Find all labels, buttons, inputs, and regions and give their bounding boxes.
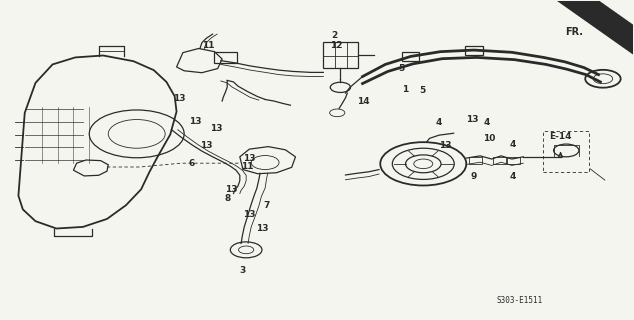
Text: 12: 12 (330, 41, 342, 51)
Text: 13: 13 (439, 141, 451, 150)
Text: 4: 4 (510, 140, 516, 149)
Text: FR.: FR. (565, 27, 583, 37)
Text: 11: 11 (202, 41, 214, 51)
Text: 6: 6 (189, 159, 195, 168)
Text: 5: 5 (419, 86, 425, 95)
Text: 14: 14 (357, 97, 370, 106)
Text: 13: 13 (256, 224, 268, 233)
Text: 1: 1 (403, 85, 409, 94)
Text: 9: 9 (470, 172, 477, 181)
Text: 5: 5 (398, 64, 404, 73)
Text: 4: 4 (436, 118, 443, 127)
Text: 13: 13 (243, 154, 256, 163)
Text: 2: 2 (332, 31, 338, 40)
Text: 13: 13 (243, 210, 256, 219)
Text: 11: 11 (241, 162, 254, 171)
Text: 7: 7 (263, 201, 269, 210)
Text: 13: 13 (466, 115, 478, 124)
Text: 13: 13 (209, 124, 222, 133)
Text: 4: 4 (510, 172, 516, 181)
Text: 13: 13 (190, 116, 202, 126)
Text: 13: 13 (225, 185, 238, 194)
Text: 13: 13 (200, 141, 212, 150)
Text: 3: 3 (240, 266, 246, 276)
Polygon shape (431, 0, 634, 147)
Text: 13: 13 (174, 94, 186, 103)
Text: 8: 8 (224, 194, 230, 203)
Text: 10: 10 (484, 134, 496, 143)
Text: E-14: E-14 (549, 132, 572, 140)
Text: 4: 4 (483, 118, 489, 127)
Text: S303-E1511: S303-E1511 (496, 296, 543, 305)
